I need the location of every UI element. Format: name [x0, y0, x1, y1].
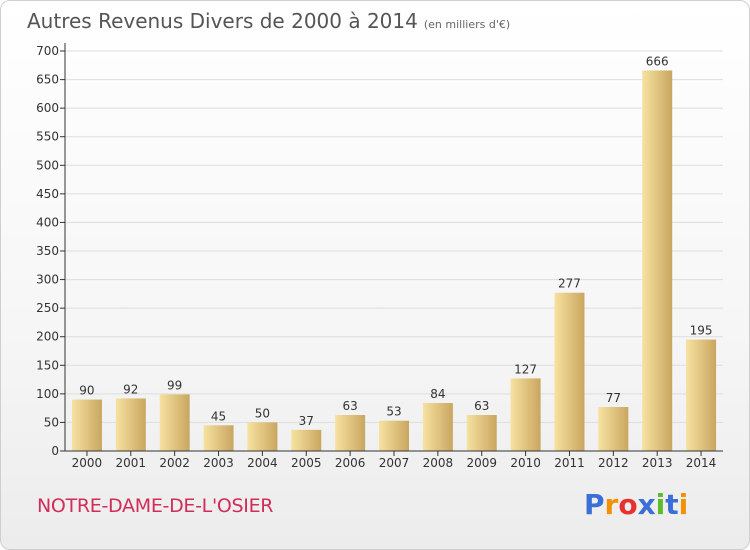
value-label-2014: 195	[690, 324, 713, 338]
y-tick-label: 0	[51, 444, 59, 458]
logo-letter: i	[655, 488, 666, 521]
y-tick-label: 650	[36, 73, 59, 87]
location-name: NOTRE-DAME-DE-L'OSIER	[37, 495, 274, 517]
x-tick-label-2005: 2005	[291, 456, 322, 470]
bar-2007	[379, 420, 409, 451]
proxiti-logo: Proxiti	[584, 488, 688, 521]
logo-letter: i	[678, 488, 689, 521]
logo-letter: r	[604, 488, 619, 521]
bar-2001	[115, 398, 146, 451]
bar-2013	[642, 70, 673, 451]
bar-2014	[686, 339, 717, 451]
logo-letter: t	[665, 488, 679, 521]
grid-lines	[65, 50, 723, 423]
y-tick-label: 600	[36, 101, 59, 115]
x-tick-label-2006: 2006	[335, 456, 366, 470]
value-label-2001: 92	[123, 382, 138, 396]
bar-2010	[510, 378, 541, 451]
y-tick-label: 550	[36, 130, 59, 144]
x-tick-label-2012: 2012	[598, 456, 629, 470]
x-tick-label-2008: 2008	[423, 456, 454, 470]
x-tick-label-2011: 2011	[554, 456, 585, 470]
chart-title: Autres Revenus Divers de 2000 à 2014 (en …	[27, 9, 510, 33]
value-label-2004: 50	[255, 406, 270, 420]
bar-2006	[335, 415, 366, 451]
x-tick-label-2003: 2003	[203, 456, 234, 470]
x-tick-label-2010: 2010	[510, 456, 541, 470]
bar-2002	[159, 394, 190, 451]
y-tick-label: 700	[36, 44, 59, 58]
y-tick-label: 500	[36, 158, 59, 172]
logo-letter: o	[618, 488, 638, 521]
bar-2000	[71, 399, 102, 451]
bar-2008	[422, 403, 453, 451]
value-label-2002: 99	[167, 378, 182, 392]
value-label-2003: 45	[211, 409, 226, 423]
x-tick-label-2014: 2014	[686, 456, 717, 470]
bar-2012	[598, 407, 629, 451]
logo-letter: x	[637, 488, 656, 521]
x-tick-label-2013: 2013	[642, 456, 673, 470]
x-tick-label-2007: 2007	[379, 456, 410, 470]
value-label-2005: 37	[299, 414, 314, 428]
labels: 0501001502002503003504004505005506006507…	[36, 44, 716, 470]
bars	[71, 70, 717, 451]
value-label-2009: 63	[474, 399, 489, 413]
y-tick-label: 450	[36, 187, 59, 201]
value-label-2007: 53	[386, 405, 401, 419]
bar-2009	[466, 415, 497, 451]
bar-2005	[291, 429, 322, 451]
bar-2004	[247, 422, 278, 451]
value-label-2000: 90	[79, 384, 94, 398]
y-tick-label: 50	[44, 415, 59, 429]
y-tick-label: 400	[36, 215, 59, 229]
chart-title-text: Autres Revenus Divers de 2000 à 2014	[27, 9, 418, 33]
value-label-2012: 77	[606, 391, 621, 405]
chart-subtitle: (en milliers d'€)	[423, 18, 511, 31]
value-label-2011: 277	[558, 277, 581, 291]
bar-2011	[554, 292, 585, 451]
value-label-2010: 127	[514, 362, 537, 376]
axes	[60, 43, 723, 456]
bar-2003	[203, 425, 234, 451]
y-tick-label: 300	[36, 273, 59, 287]
y-tick-label: 350	[36, 244, 59, 258]
y-tick-label: 250	[36, 301, 59, 315]
x-tick-label-2004: 2004	[247, 456, 278, 470]
x-tick-label-2001: 2001	[116, 456, 147, 470]
value-label-2006: 63	[342, 399, 357, 413]
y-tick-label: 100	[36, 387, 59, 401]
value-label-2013: 666	[646, 54, 669, 68]
x-tick-label-2009: 2009	[466, 456, 497, 470]
x-tick-label-2000: 2000	[72, 456, 103, 470]
y-tick-label: 150	[36, 358, 59, 372]
x-tick-label-2002: 2002	[159, 456, 190, 470]
y-tick-label: 200	[36, 330, 59, 344]
value-label-2008: 84	[430, 387, 445, 401]
logo-letter: P	[584, 488, 605, 521]
